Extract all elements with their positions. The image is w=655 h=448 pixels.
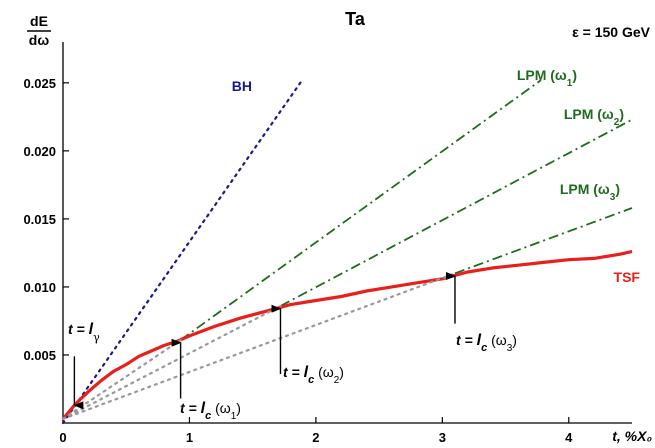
series-line-lpm	[180, 79, 542, 341]
series-label-tsf: TSF	[614, 269, 641, 285]
axis-ticks: 0 1 2 3 4 0.005 0.010 0.015 0.020 0.025	[23, 76, 573, 445]
x-tick-label: 4	[565, 430, 573, 445]
y-tick-label: 0.020	[23, 144, 56, 159]
x-tick-label: 3	[439, 430, 446, 445]
annotation-label-lc1: t = lc (ω1)	[180, 400, 241, 422]
series-line-guide	[61, 304, 282, 420]
series-line-lpm	[280, 118, 633, 307]
series-line-guide	[61, 338, 182, 420]
y-tick-label: 0.005	[23, 348, 56, 363]
series-label-lpm: LPM (ω3)	[560, 181, 620, 203]
annotation-label-lgamma: t = lγ	[68, 321, 100, 344]
x-axis-label: t, %X₀	[612, 428, 652, 444]
annotation-layer: t = lγ t = lc (ω1) t = lc (ω2) t = lc (ω3)	[68, 272, 517, 422]
series-line-guide	[61, 272, 457, 420]
series-label-bh: BH	[232, 78, 252, 94]
y-tick-label: 0.010	[23, 280, 56, 295]
series-layer: BH LPM (ω1) LPM (ω2) LPM (ω3) TSF	[61, 67, 641, 425]
series-line-lpm	[454, 207, 633, 275]
annotation-label-lc2: t = lc (ω2)	[283, 364, 344, 386]
series-label-lpm: LPM (ω1)	[517, 67, 577, 89]
y-axis-label-numerator: dE	[30, 13, 48, 29]
x-tick-label: 1	[186, 430, 193, 445]
energy-label: ε = 150 GeV	[572, 24, 651, 40]
y-axis-label-denominator: dω	[29, 32, 50, 48]
series-label-lpm: LPM (ω2)	[564, 106, 624, 128]
annotation-label-lc3: t = lc (ω3)	[456, 332, 517, 354]
y-tick-label: 0.015	[23, 212, 56, 227]
x-tick-label: 2	[312, 430, 319, 445]
chart-title: Ta	[345, 9, 366, 29]
series-line-tsf	[61, 249, 633, 420]
y-tick-label: 0.025	[23, 76, 56, 91]
series-line-bh	[61, 77, 305, 425]
x-tick-label: 0	[59, 430, 66, 445]
